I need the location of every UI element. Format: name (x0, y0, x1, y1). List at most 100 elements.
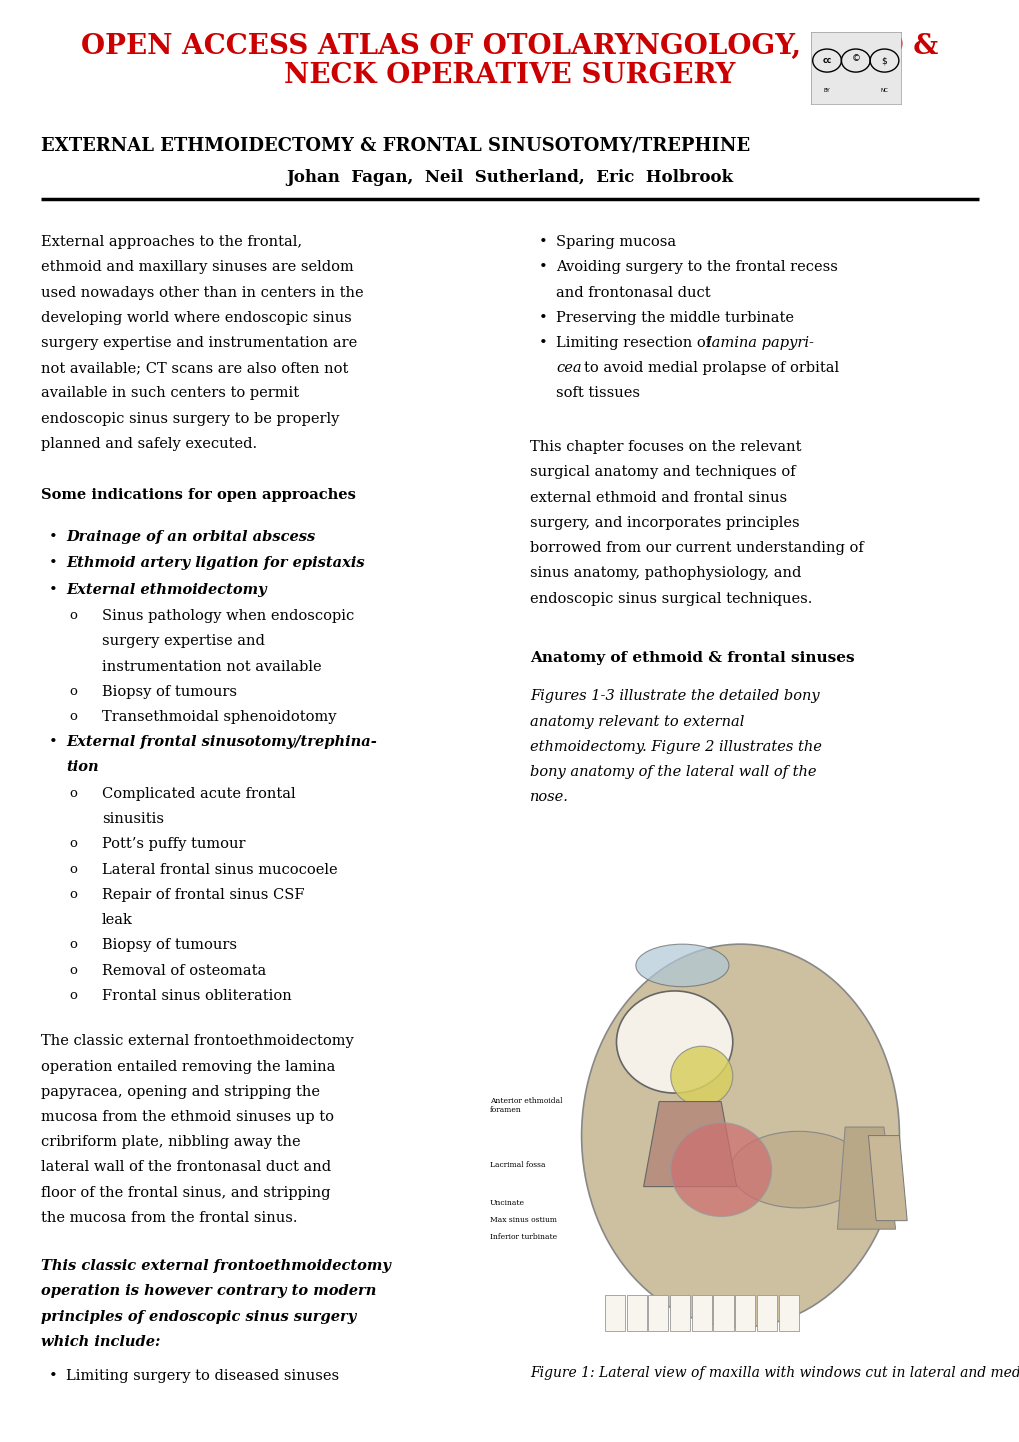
Polygon shape (837, 1128, 895, 1229)
Text: operation is however contrary to modern: operation is however contrary to modern (41, 1285, 376, 1298)
Text: Sinus pathology when endoscopic: Sinus pathology when endoscopic (102, 609, 354, 623)
Text: BY: BY (823, 88, 829, 94)
Bar (712, 1295, 733, 1331)
Text: cc: cc (821, 56, 830, 65)
Text: Some indications for open approaches: Some indications for open approaches (41, 487, 356, 502)
Text: available in such centers to permit: available in such centers to permit (41, 386, 299, 401)
Text: Inferior turbinate: Inferior turbinate (489, 1233, 556, 1242)
Text: External frontal sinusotomy/trephina-: External frontal sinusotomy/trephina- (66, 735, 377, 750)
Text: lateral wall of the frontonasal duct and: lateral wall of the frontonasal duct and (41, 1161, 330, 1174)
Text: $: $ (880, 56, 887, 65)
Text: o: o (69, 787, 77, 800)
Text: External ethmoidectomy: External ethmoidectomy (66, 583, 267, 597)
Text: operation entailed removing the lamina: operation entailed removing the lamina (41, 1060, 335, 1073)
Text: •: • (49, 557, 58, 570)
Text: bony anatomy of the lateral wall of the: bony anatomy of the lateral wall of the (530, 764, 816, 779)
Text: This chapter focuses on the relevant: This chapter focuses on the relevant (530, 440, 801, 454)
Text: Avoiding surgery to the frontal recess: Avoiding surgery to the frontal recess (555, 260, 837, 274)
Text: used nowadays other than in centers in the: used nowadays other than in centers in t… (41, 286, 363, 300)
Text: ©: © (851, 55, 859, 63)
Text: instrumentation not available: instrumentation not available (102, 659, 321, 673)
Text: •: • (538, 235, 547, 249)
Text: anatomy relevant to external: anatomy relevant to external (530, 714, 744, 728)
Text: ethmoid and maxillary sinuses are seldom: ethmoid and maxillary sinuses are seldom (41, 260, 354, 274)
Text: Anatomy of ethmoid & frontal sinuses: Anatomy of ethmoid & frontal sinuses (530, 652, 854, 665)
Text: Frontal sinus obliteration: Frontal sinus obliteration (102, 989, 291, 1002)
Text: surgery expertise and instrumentation are: surgery expertise and instrumentation ar… (41, 336, 357, 350)
Ellipse shape (615, 991, 732, 1093)
Text: Lateral frontal sinus mucocoele: Lateral frontal sinus mucocoele (102, 862, 337, 877)
Ellipse shape (581, 945, 899, 1327)
Bar (777, 1295, 798, 1331)
Text: soft tissues: soft tissues (555, 386, 639, 401)
Text: NECK OPERATIVE SURGERY: NECK OPERATIVE SURGERY (284, 62, 735, 89)
Text: developing world where endoscopic sinus: developing world where endoscopic sinus (41, 310, 352, 324)
Text: ethmoidectomy. Figure 2 illustrates the: ethmoidectomy. Figure 2 illustrates the (530, 740, 821, 754)
Text: cea: cea (555, 360, 581, 375)
Text: the mucosa from the frontal sinus.: the mucosa from the frontal sinus. (41, 1211, 297, 1224)
Text: Sparing mucosa: Sparing mucosa (555, 235, 676, 249)
Text: •: • (49, 735, 58, 750)
Text: •: • (538, 260, 547, 274)
Bar (604, 1295, 625, 1331)
Text: External approaches to the frontal,: External approaches to the frontal, (41, 235, 302, 249)
Text: Preserving the middle turbinate: Preserving the middle turbinate (555, 310, 793, 324)
Text: Complicated acute frontal: Complicated acute frontal (102, 787, 296, 800)
Text: EXTERNAL ETHMOIDECTOMY & FRONTAL SINUSOTOMY/TREPHINE: EXTERNAL ETHMOIDECTOMY & FRONTAL SINUSOT… (41, 137, 749, 154)
Text: o: o (69, 888, 77, 901)
Text: borrowed from our current understanding of: borrowed from our current understanding … (530, 541, 863, 555)
Text: Figures 1-3 illustrate the detailed bony: Figures 1-3 illustrate the detailed bony (530, 689, 819, 704)
Text: Figure 1: Lateral view of maxilla with windows cut in lateral and medial walls o: Figure 1: Lateral view of maxilla with w… (530, 1366, 1019, 1380)
Text: papyracea, opening and stripping the: papyracea, opening and stripping the (41, 1084, 320, 1099)
Bar (691, 1295, 711, 1331)
Text: external ethmoid and frontal sinus: external ethmoid and frontal sinus (530, 490, 787, 505)
Text: endoscopic sinus surgical techniques.: endoscopic sinus surgical techniques. (530, 591, 812, 606)
Text: endoscopic sinus surgery to be properly: endoscopic sinus surgery to be properly (41, 411, 339, 425)
Text: NC: NC (879, 88, 888, 94)
Text: Repair of frontal sinus CSF: Repair of frontal sinus CSF (102, 888, 305, 901)
Text: and frontonasal duct: and frontonasal duct (555, 286, 710, 300)
Bar (735, 1295, 754, 1331)
Text: tion: tion (66, 760, 99, 774)
Ellipse shape (671, 1047, 732, 1106)
Text: mucosa from the ethmoid sinuses up to: mucosa from the ethmoid sinuses up to (41, 1110, 333, 1123)
Text: Lacrimal fossa: Lacrimal fossa (489, 1161, 544, 1169)
Text: o: o (69, 989, 77, 1002)
Text: o: o (69, 939, 77, 952)
Text: cribriform plate, nibbling away the: cribriform plate, nibbling away the (41, 1135, 301, 1149)
Text: •: • (49, 583, 58, 597)
Text: Frontal sinus: Frontal sinus (734, 957, 784, 965)
Text: Max sinus ostium: Max sinus ostium (489, 1217, 556, 1224)
Text: •: • (49, 529, 58, 544)
Bar (669, 1295, 690, 1331)
Text: Uncinate: Uncinate (489, 1200, 524, 1207)
Text: planned and safely executed.: planned and safely executed. (41, 437, 257, 451)
Text: nose.: nose. (530, 790, 569, 805)
Text: leak: leak (102, 913, 132, 927)
Text: Limiting resection of: Limiting resection of (555, 336, 715, 350)
Text: •: • (538, 336, 547, 350)
Text: sinus anatomy, pathophysiology, and: sinus anatomy, pathophysiology, and (530, 567, 801, 580)
Ellipse shape (671, 1123, 770, 1217)
Bar (648, 1295, 667, 1331)
Polygon shape (643, 1102, 736, 1187)
Text: The classic external frontoethmoidectomy: The classic external frontoethmoidectomy (41, 1034, 354, 1048)
Text: sinusitis: sinusitis (102, 812, 164, 826)
Text: o: o (69, 963, 77, 976)
Text: surgical anatomy and techniques of: surgical anatomy and techniques of (530, 466, 795, 479)
Text: Limiting surgery to diseased sinuses: Limiting surgery to diseased sinuses (66, 1368, 339, 1383)
Text: surgery expertise and: surgery expertise and (102, 634, 265, 649)
Text: •: • (49, 1368, 58, 1383)
Ellipse shape (730, 1132, 866, 1208)
Text: o: o (69, 685, 77, 698)
Text: Biopsy of tumours: Biopsy of tumours (102, 939, 236, 952)
Text: Anterior ethmoidal
foramen: Anterior ethmoidal foramen (489, 1097, 561, 1115)
Text: Johan  Fagan,  Neil  Sutherland,  Eric  Holbrook: Johan Fagan, Neil Sutherland, Eric Holbr… (286, 169, 733, 186)
Text: OPEN ACCESS ATLAS OF OTOLARYNGOLOGY, HEAD &: OPEN ACCESS ATLAS OF OTOLARYNGOLOGY, HEA… (82, 33, 937, 61)
Text: Removal of osteomata: Removal of osteomata (102, 963, 266, 978)
Text: floor of the frontal sinus, and stripping: floor of the frontal sinus, and strippin… (41, 1185, 330, 1200)
Text: o: o (69, 609, 77, 622)
Text: Pott’s puffy tumour: Pott’s puffy tumour (102, 838, 246, 851)
Text: lamina papyri-: lamina papyri- (706, 336, 813, 350)
Text: to avoid medial prolapse of orbital: to avoid medial prolapse of orbital (584, 360, 839, 375)
